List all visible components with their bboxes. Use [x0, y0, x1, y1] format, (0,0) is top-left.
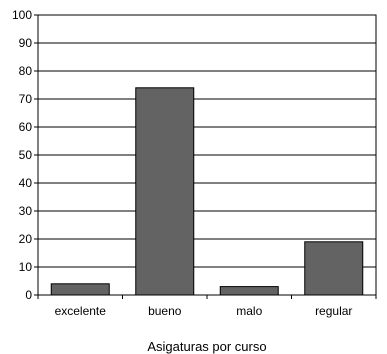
gridlines [34, 14, 376, 296]
y-tick-label: 50 [19, 148, 33, 162]
bar-bueno [135, 87, 195, 296]
y-tick-label: 0 [25, 288, 32, 302]
y-tick-label: 70 [19, 92, 33, 106]
bar-regular [304, 241, 364, 296]
y-tick-label: 10 [19, 260, 33, 274]
y-tick-label: 40 [19, 176, 33, 190]
bar-malo [219, 286, 279, 296]
bar-excelente [50, 283, 110, 296]
x-category-label: excelente [55, 304, 107, 318]
x-axis-title: Asigaturas por curso [147, 339, 266, 354]
x-category-label: malo [236, 304, 262, 318]
y-tick-label: 80 [19, 64, 33, 78]
plot-frame [37, 14, 377, 296]
y-tick-label: 100 [12, 8, 32, 22]
y-tick-label: 20 [19, 232, 33, 246]
bars [50, 87, 364, 296]
y-axis-tick-labels: 0 10 20 30 40 50 60 70 80 90 100 [12, 8, 32, 302]
y-tick-label: 60 [19, 120, 33, 134]
x-axis-category-labels: excelente bueno malo regular [37, 295, 377, 318]
y-tick-label: 90 [19, 36, 33, 50]
y-tick-label: 30 [19, 204, 33, 218]
x-category-label: regular [315, 304, 352, 318]
x-category-label: bueno [148, 304, 182, 318]
